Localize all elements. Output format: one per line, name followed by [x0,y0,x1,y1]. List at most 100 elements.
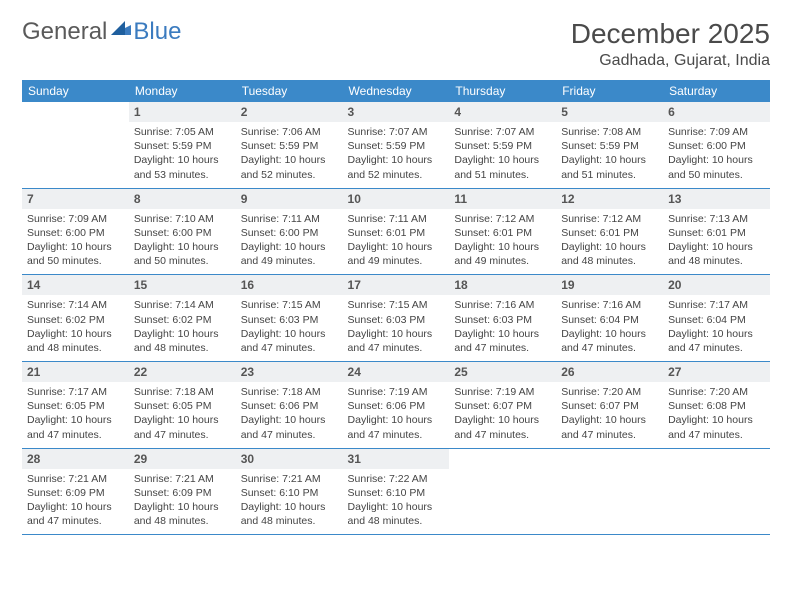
day-body: Sunrise: 7:21 AMSunset: 6:09 PMDaylight:… [22,469,129,535]
sunset-line: Sunset: 6:09 PM [27,486,124,500]
day-body: Sunrise: 7:21 AMSunset: 6:09 PMDaylight:… [129,469,236,535]
logo-text-blue: Blue [133,18,181,46]
day-number: 6 [663,102,770,122]
sunset-line: Sunset: 6:01 PM [561,226,658,240]
daylight-line: Daylight: 10 hours and 48 minutes. [134,327,231,355]
sunrise-line: Sunrise: 7:05 AM [134,125,231,139]
calendar-cell: 26Sunrise: 7:20 AMSunset: 6:07 PMDayligh… [556,362,663,449]
sunset-line: Sunset: 5:59 PM [454,139,551,153]
calendar-week-row: 14Sunrise: 7:14 AMSunset: 6:02 PMDayligh… [22,275,770,362]
title-block: December 2025 Gadhada, Gujarat, India [571,18,770,70]
weekday-header: Friday [556,80,663,102]
sunset-line: Sunset: 6:03 PM [348,313,445,327]
daylight-line: Daylight: 10 hours and 52 minutes. [241,153,338,181]
weekday-header: Thursday [449,80,556,102]
daylight-line: Daylight: 10 hours and 49 minutes. [454,240,551,268]
day-number: 13 [663,189,770,209]
day-body: Sunrise: 7:22 AMSunset: 6:10 PMDaylight:… [343,469,450,535]
day-body: Sunrise: 7:07 AMSunset: 5:59 PMDaylight:… [343,122,450,188]
sunrise-line: Sunrise: 7:15 AM [241,298,338,312]
sunrise-line: Sunrise: 7:16 AM [454,298,551,312]
day-number: 27 [663,362,770,382]
calendar-cell: 2Sunrise: 7:06 AMSunset: 5:59 PMDaylight… [236,102,343,188]
daylight-line: Daylight: 10 hours and 51 minutes. [454,153,551,181]
day-number: 23 [236,362,343,382]
daylight-line: Daylight: 10 hours and 48 minutes. [348,500,445,528]
sunset-line: Sunset: 6:00 PM [134,226,231,240]
sunrise-line: Sunrise: 7:19 AM [348,385,445,399]
day-body: Sunrise: 7:14 AMSunset: 6:02 PMDaylight:… [22,295,129,361]
daylight-line: Daylight: 10 hours and 47 minutes. [27,500,124,528]
daylight-line: Daylight: 10 hours and 48 minutes. [134,500,231,528]
sunset-line: Sunset: 6:01 PM [454,226,551,240]
day-body: Sunrise: 7:18 AMSunset: 6:06 PMDaylight:… [236,382,343,448]
sunset-line: Sunset: 6:07 PM [454,399,551,413]
daylight-line: Daylight: 10 hours and 49 minutes. [348,240,445,268]
calendar-cell: 18Sunrise: 7:16 AMSunset: 6:03 PMDayligh… [449,275,556,362]
sunset-line: Sunset: 6:03 PM [454,313,551,327]
calendar-cell: 14Sunrise: 7:14 AMSunset: 6:02 PMDayligh… [22,275,129,362]
sunset-line: Sunset: 5:59 PM [561,139,658,153]
sunset-line: Sunset: 6:09 PM [134,486,231,500]
calendar-cell: 1Sunrise: 7:05 AMSunset: 5:59 PMDaylight… [129,102,236,188]
calendar-cell: 5Sunrise: 7:08 AMSunset: 5:59 PMDaylight… [556,102,663,188]
calendar-cell: 29Sunrise: 7:21 AMSunset: 6:09 PMDayligh… [129,448,236,535]
daylight-line: Daylight: 10 hours and 47 minutes. [241,327,338,355]
day-body: Sunrise: 7:20 AMSunset: 6:08 PMDaylight:… [663,382,770,448]
sunrise-line: Sunrise: 7:17 AM [668,298,765,312]
day-body: Sunrise: 7:14 AMSunset: 6:02 PMDaylight:… [129,295,236,361]
calendar-cell: 31Sunrise: 7:22 AMSunset: 6:10 PMDayligh… [343,448,450,535]
day-number: 30 [236,449,343,469]
calendar-cell: 11Sunrise: 7:12 AMSunset: 6:01 PMDayligh… [449,188,556,275]
daylight-line: Daylight: 10 hours and 47 minutes. [454,413,551,441]
sunset-line: Sunset: 6:04 PM [561,313,658,327]
weekday-header: Tuesday [236,80,343,102]
sunrise-line: Sunrise: 7:18 AM [134,385,231,399]
sunset-line: Sunset: 6:07 PM [561,399,658,413]
sunrise-line: Sunrise: 7:22 AM [348,472,445,486]
month-title: December 2025 [571,18,770,50]
sunset-line: Sunset: 5:59 PM [348,139,445,153]
sunrise-line: Sunrise: 7:15 AM [348,298,445,312]
daylight-line: Daylight: 10 hours and 49 minutes. [241,240,338,268]
daylight-line: Daylight: 10 hours and 51 minutes. [561,153,658,181]
day-body: Sunrise: 7:19 AMSunset: 6:06 PMDaylight:… [343,382,450,448]
day-number: 26 [556,362,663,382]
sunrise-line: Sunrise: 7:21 AM [27,472,124,486]
calendar-cell: 7Sunrise: 7:09 AMSunset: 6:00 PMDaylight… [22,188,129,275]
daylight-line: Daylight: 10 hours and 47 minutes. [454,327,551,355]
sunrise-line: Sunrise: 7:08 AM [561,125,658,139]
daylight-line: Daylight: 10 hours and 47 minutes. [134,413,231,441]
weekday-header: Wednesday [343,80,450,102]
calendar-cell: 3Sunrise: 7:07 AMSunset: 5:59 PMDaylight… [343,102,450,188]
sunset-line: Sunset: 6:08 PM [668,399,765,413]
sunrise-line: Sunrise: 7:17 AM [27,385,124,399]
sunset-line: Sunset: 6:06 PM [241,399,338,413]
sunset-line: Sunset: 6:02 PM [27,313,124,327]
day-body: Sunrise: 7:17 AMSunset: 6:04 PMDaylight:… [663,295,770,361]
daylight-line: Daylight: 10 hours and 47 minutes. [348,413,445,441]
calendar-cell: 12Sunrise: 7:12 AMSunset: 6:01 PMDayligh… [556,188,663,275]
sunset-line: Sunset: 6:01 PM [348,226,445,240]
calendar-cell: 22Sunrise: 7:18 AMSunset: 6:05 PMDayligh… [129,362,236,449]
calendar-cell: 16Sunrise: 7:15 AMSunset: 6:03 PMDayligh… [236,275,343,362]
day-number: 7 [22,189,129,209]
day-number: 19 [556,275,663,295]
day-number: 8 [129,189,236,209]
sunset-line: Sunset: 5:59 PM [134,139,231,153]
sunset-line: Sunset: 6:05 PM [134,399,231,413]
daylight-line: Daylight: 10 hours and 48 minutes. [241,500,338,528]
calendar-cell: 19Sunrise: 7:16 AMSunset: 6:04 PMDayligh… [556,275,663,362]
calendar-cell [449,448,556,535]
sunrise-line: Sunrise: 7:10 AM [134,212,231,226]
day-body: Sunrise: 7:11 AMSunset: 6:00 PMDaylight:… [236,209,343,275]
day-number: 20 [663,275,770,295]
day-body: Sunrise: 7:06 AMSunset: 5:59 PMDaylight:… [236,122,343,188]
weekday-header: Sunday [22,80,129,102]
daylight-line: Daylight: 10 hours and 50 minutes. [134,240,231,268]
sunrise-line: Sunrise: 7:09 AM [27,212,124,226]
day-body: Sunrise: 7:05 AMSunset: 5:59 PMDaylight:… [129,122,236,188]
weekday-header: Monday [129,80,236,102]
day-number: 4 [449,102,556,122]
day-number: 2 [236,102,343,122]
